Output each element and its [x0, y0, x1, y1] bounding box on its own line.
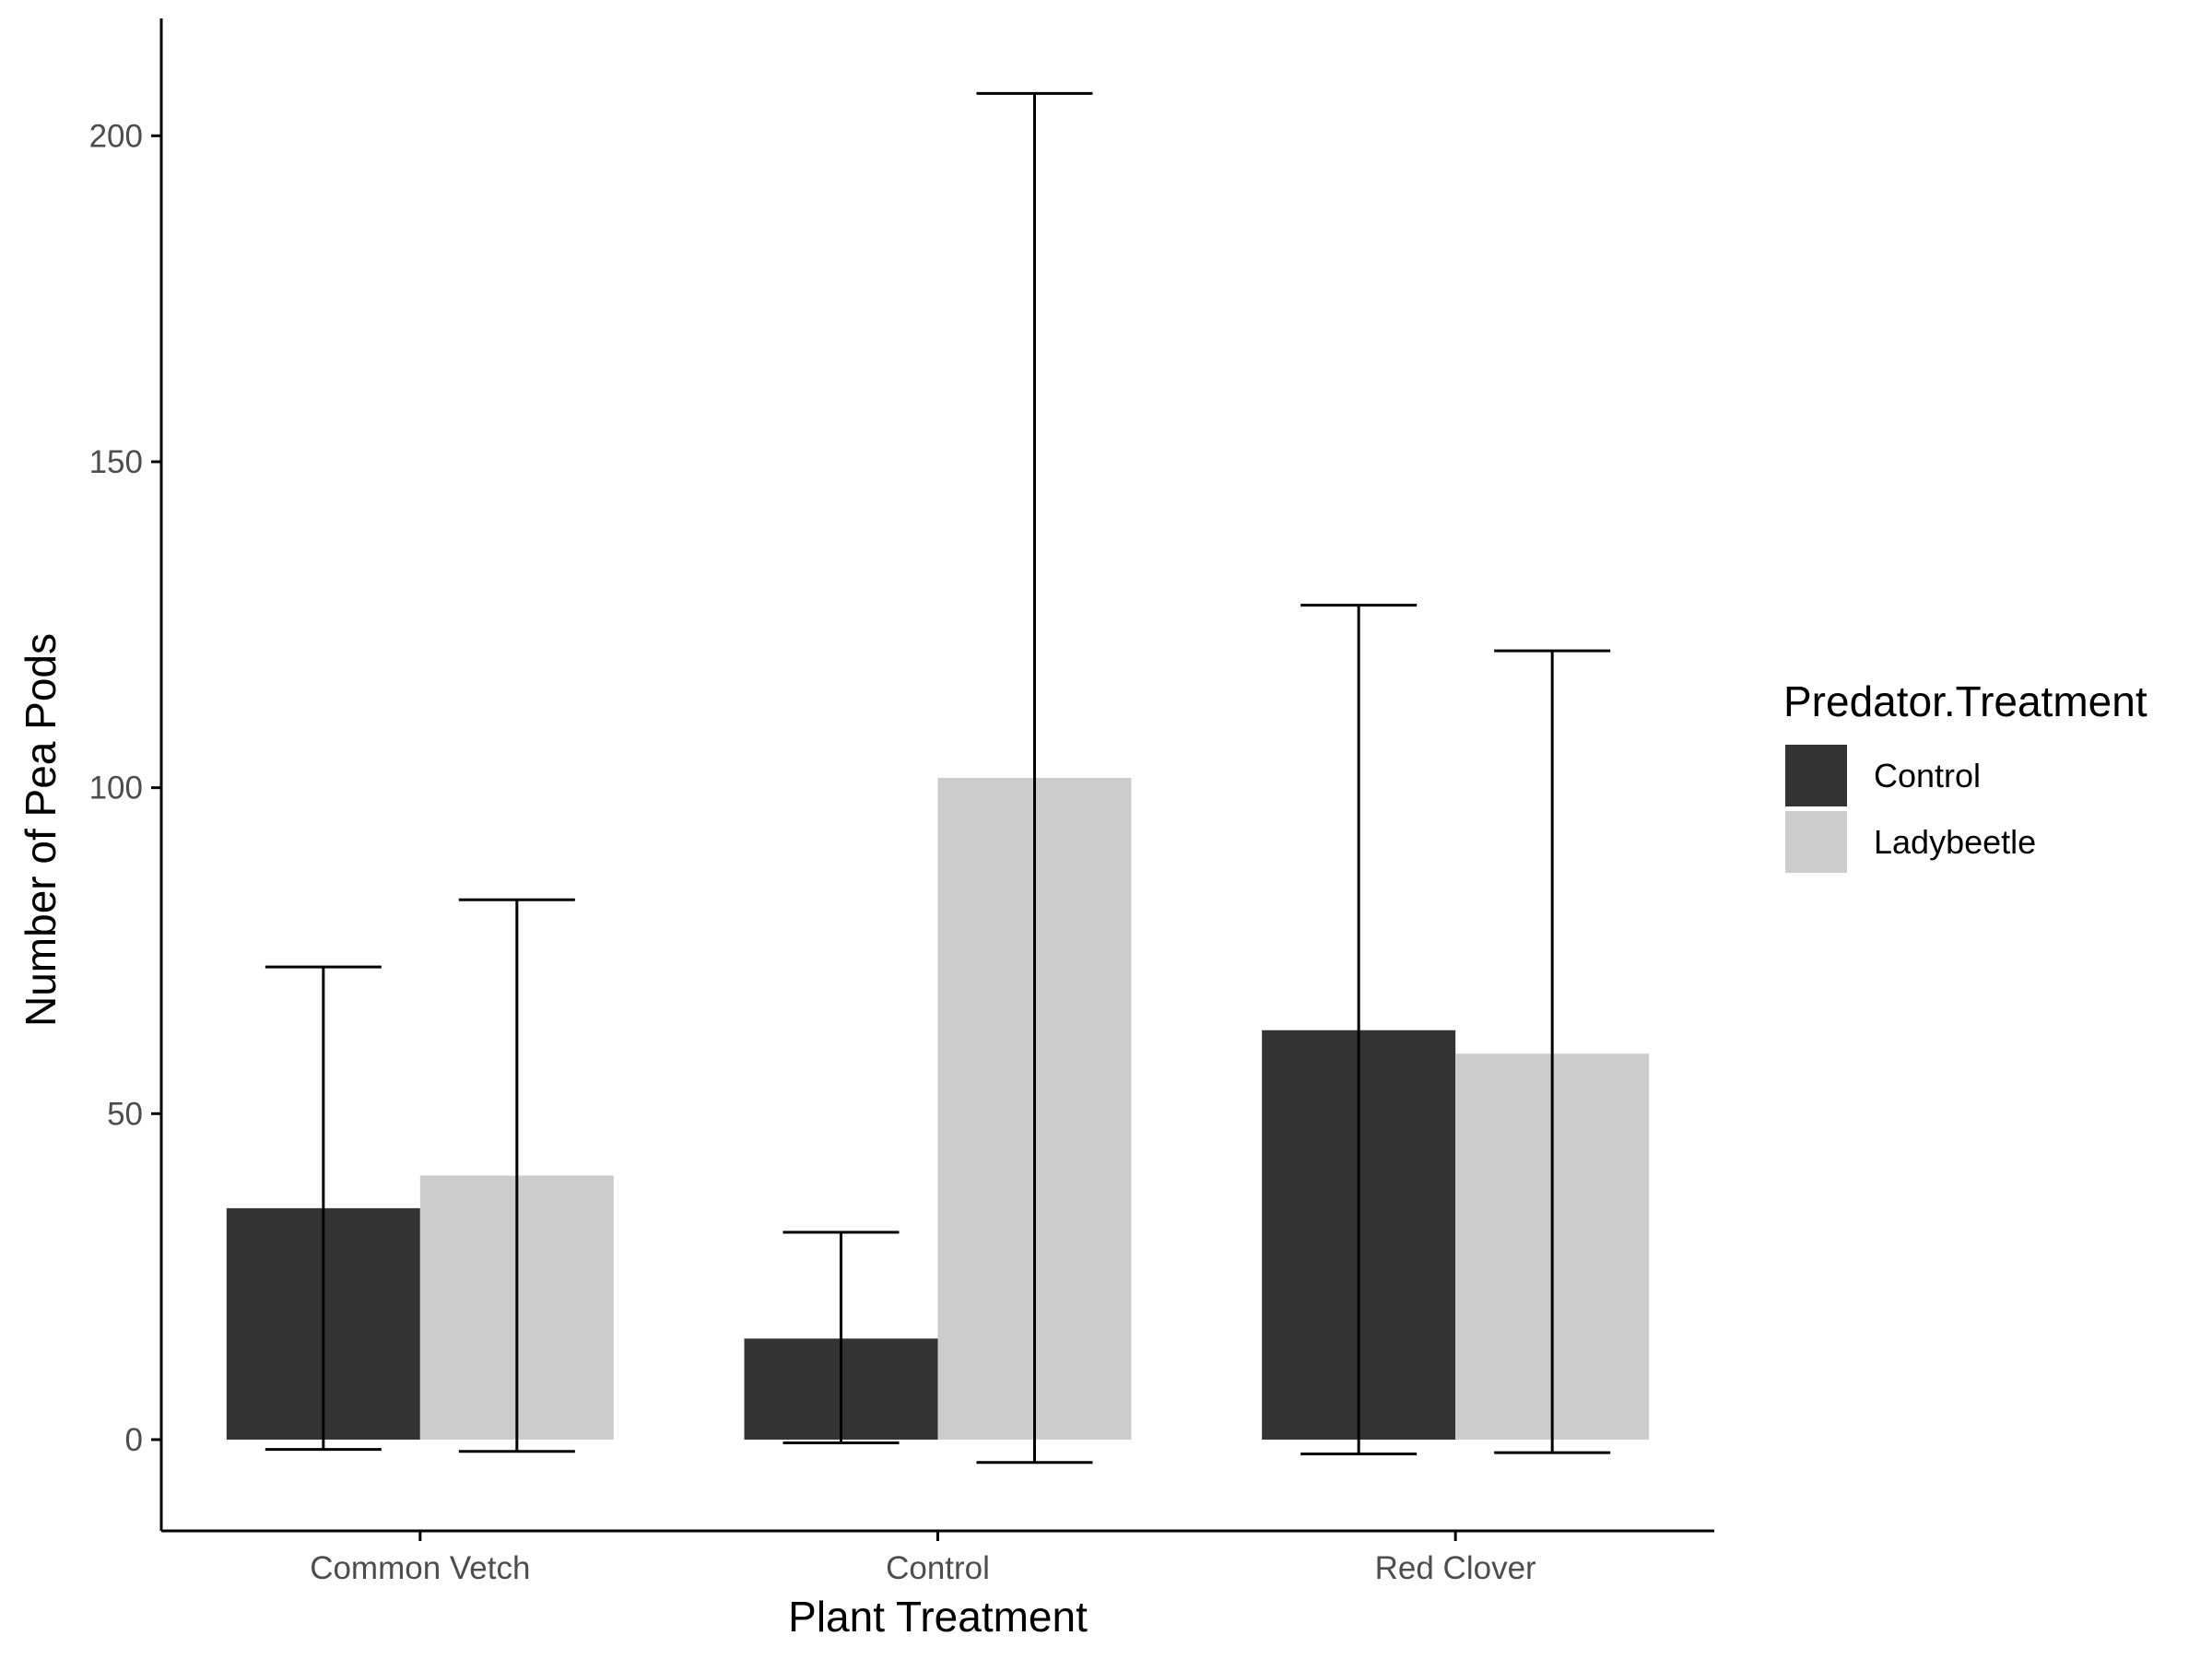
error-bar-ladybeetle-red-clover: [1494, 649, 1611, 1454]
y-tick-label: 50: [107, 1096, 143, 1132]
y-axis-ticks: 0 50 100 150 200: [89, 118, 161, 1458]
y-tick-label: 100: [89, 771, 143, 806]
x-tick-label: Common Vetch: [310, 1550, 530, 1586]
legend-swatch-ladybeetle: [1785, 811, 1847, 873]
error-bar-control-common-vetch: [265, 965, 382, 1452]
x-axis-ticks: Common Vetch Control Red Clover: [310, 1531, 1536, 1586]
legend-items: Control Ladybeetle: [1785, 745, 2036, 873]
x-tick-label: Red Clover: [1375, 1550, 1536, 1586]
legend-swatch-control: [1785, 745, 1847, 806]
y-tick-label: 150: [89, 444, 143, 480]
error-bar-control-control: [782, 1230, 900, 1445]
legend-label-control: Control: [1874, 757, 1981, 794]
plot-area: [226, 91, 1650, 1465]
y-tick-label: 200: [89, 118, 143, 154]
y-axis-title: Number of Pea Pods: [17, 633, 65, 1027]
legend-title: Predator.Treatment: [1783, 677, 2147, 725]
axes: 0 50 100 150 200 Common Vetch Control Red Clov…: [89, 18, 1714, 1586]
x-axis-title: Plant Treatment: [788, 1593, 1088, 1641]
legend: Predator.Treatment Control Ladybeetle: [1783, 677, 2147, 873]
y-tick-label: 0: [125, 1422, 143, 1458]
error-bar-ladybeetle-control: [976, 91, 1093, 1465]
x-tick-label: Control: [886, 1550, 990, 1586]
error-bar-control-red-clover: [1300, 604, 1418, 1456]
error-bar-ladybeetle-common-vetch: [458, 898, 575, 1453]
legend-label-ladybeetle: Ladybeetle: [1874, 823, 2036, 861]
